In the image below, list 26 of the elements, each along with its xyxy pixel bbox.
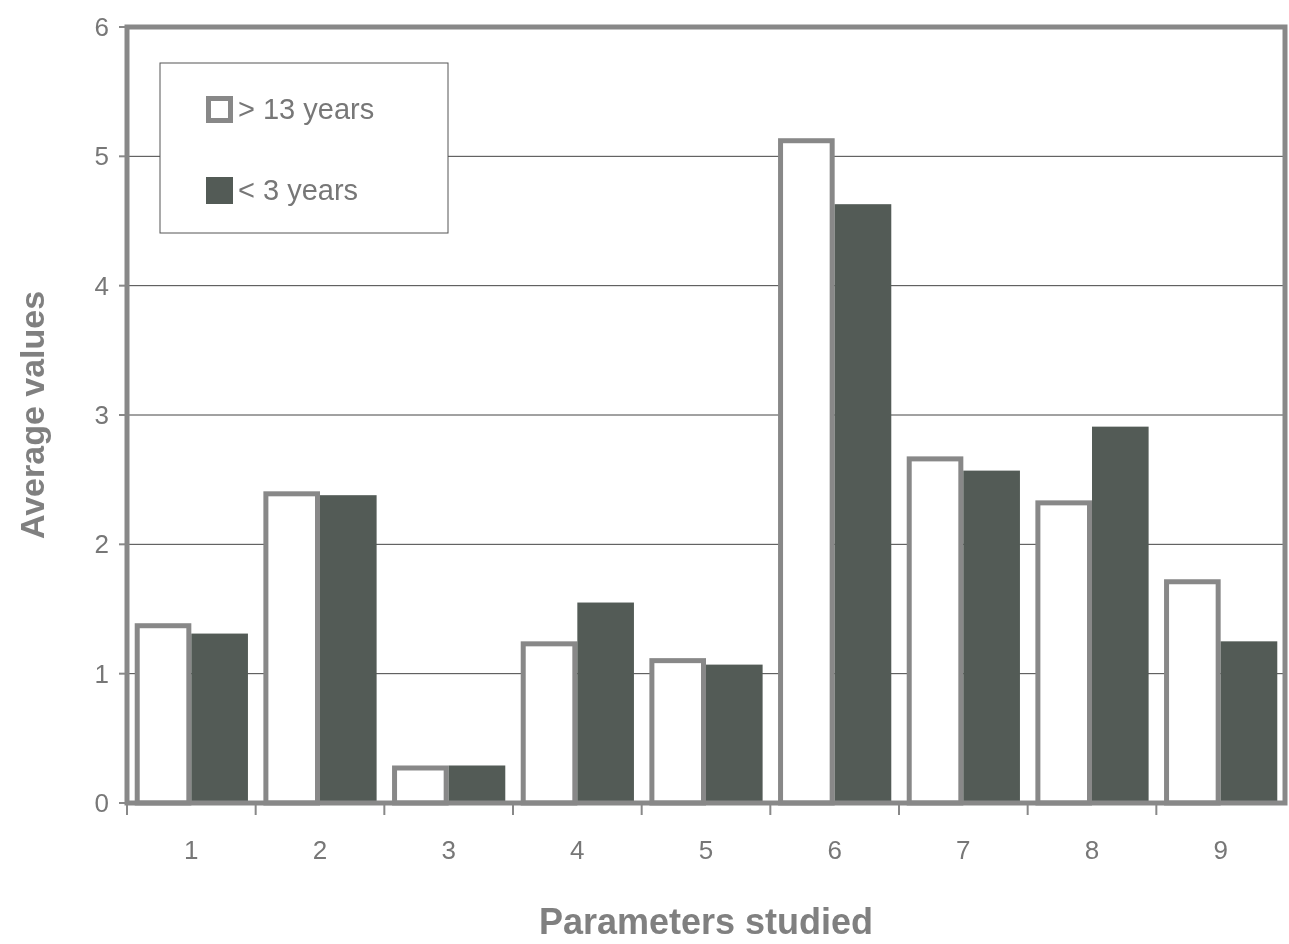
- x-tick-label: 4: [570, 835, 585, 865]
- bar: [834, 204, 892, 803]
- y-axis-title: Average values: [13, 290, 51, 540]
- y-tick-label: 1: [94, 658, 109, 689]
- x-tick-label: 6: [827, 835, 842, 865]
- x-tick-label: 8: [1084, 835, 1100, 865]
- y-tick-label: 5: [94, 141, 109, 172]
- y-tick-label: 0: [94, 788, 109, 819]
- y-tick-label: 4: [94, 270, 109, 301]
- y-tick-label: 3: [94, 400, 109, 431]
- x-tick-label: 5: [698, 835, 714, 865]
- bar: [448, 765, 506, 803]
- x-tick-label: 9: [1213, 835, 1228, 865]
- x-tick-label: 2: [312, 835, 328, 865]
- bar: [706, 664, 763, 803]
- y-tick-label: 6: [94, 12, 109, 43]
- y-tick-label: 2: [94, 529, 109, 560]
- legend-label: > 13 years: [238, 93, 375, 126]
- x-tick-label: 1: [184, 835, 199, 865]
- legend-label: < 3 years: [238, 174, 359, 207]
- x-tick-label: 7: [956, 835, 971, 865]
- bar: [1092, 426, 1149, 803]
- x-axis-title: Parameters studied: [538, 901, 874, 942]
- bar: [1220, 641, 1278, 803]
- bar: [320, 495, 377, 803]
- x-tick-label: 3: [441, 835, 456, 865]
